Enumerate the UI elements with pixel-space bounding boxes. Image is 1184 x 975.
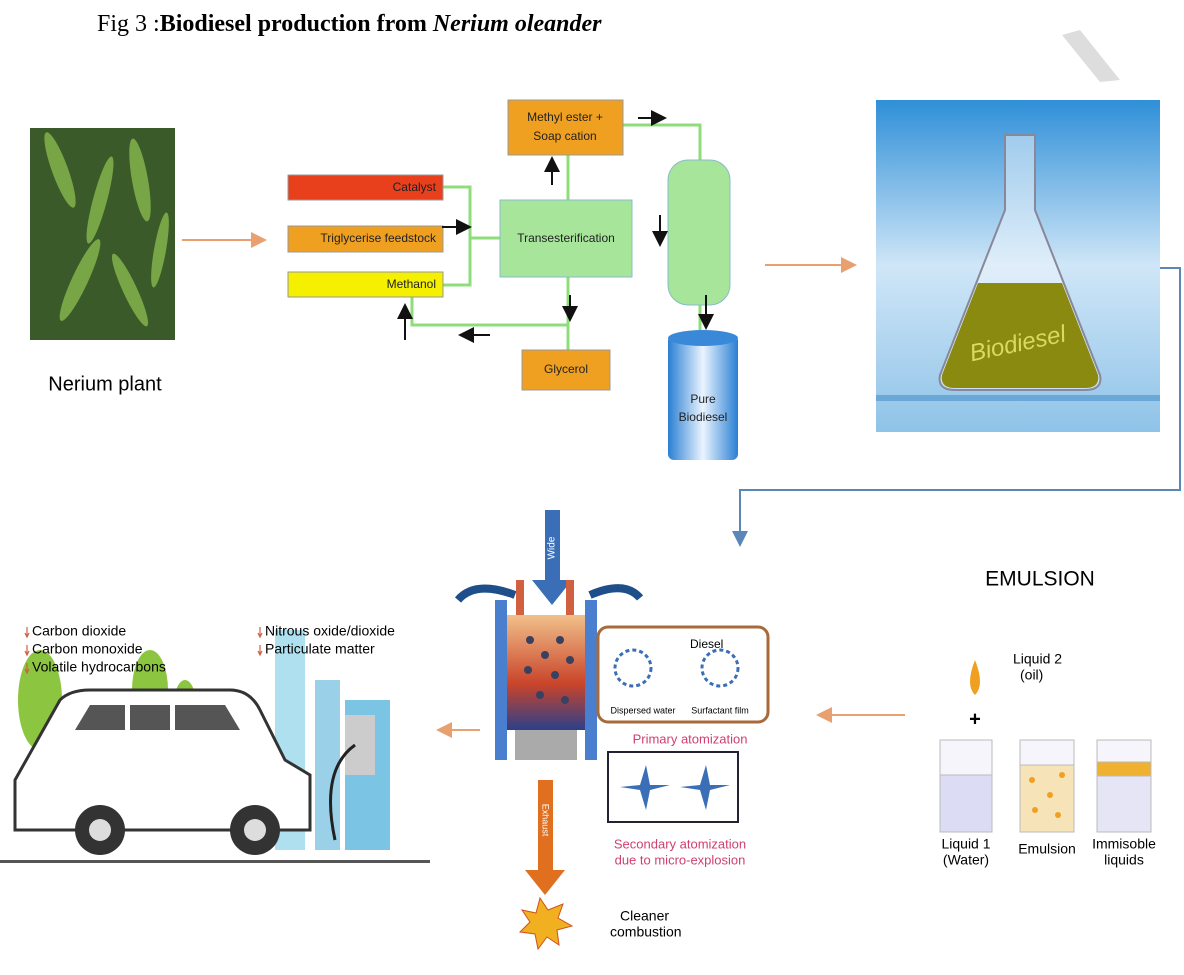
beaker-label: Liquid 1 [941, 836, 990, 852]
title-prefix: Fig 3 : [97, 11, 160, 37]
text: Primary atomization [633, 731, 748, 746]
exhaust-arrow [525, 780, 565, 895]
emission-label: Volatile hydrocarbons [32, 659, 166, 675]
flash [520, 898, 572, 949]
tank-top [668, 330, 738, 346]
box-label: Biodiesel [679, 410, 728, 424]
emulsion-heading: EMULSION [985, 568, 1095, 591]
diagram: Fig 3 :Biodiesel production from Nerium … [0, 0, 1184, 975]
shelf [876, 395, 1160, 401]
text: Liquid 2 [1013, 651, 1062, 667]
text: Secondary atomization [614, 836, 746, 851]
beakers [940, 740, 1151, 832]
watermark [1062, 30, 1120, 82]
beaker-label: Emulsion [1018, 841, 1076, 857]
text: + [969, 708, 981, 730]
title: Fig 3 :Biodiesel production from Nerium … [97, 11, 602, 37]
down-arrow [258, 627, 262, 637]
title-bold: Biodiesel production from [160, 11, 433, 37]
plant-label: Nerium plant [48, 373, 162, 395]
valve [516, 580, 524, 615]
text: Cleaner [620, 908, 669, 924]
flow [458, 589, 515, 600]
piston [515, 730, 577, 760]
box-label: Glycerol [544, 362, 588, 376]
intake-label: Wide [547, 536, 558, 559]
text: due to micro-explosion [615, 852, 746, 867]
beaker-label: liquids [1104, 852, 1144, 868]
text: (oil) [1020, 667, 1043, 683]
beaker-label: (Water) [943, 852, 989, 868]
down-arrow [25, 627, 29, 637]
box-label: Triglycerise feedstock [320, 231, 437, 245]
separator [668, 160, 730, 305]
wall [585, 600, 597, 760]
car-windows [75, 705, 240, 730]
droplet [970, 660, 980, 695]
box [508, 100, 623, 155]
emission-label: Particulate matter [265, 641, 375, 657]
text: Diesel [690, 637, 723, 651]
emission-label: Carbon dioxide [32, 623, 126, 639]
down-arrow [258, 645, 262, 655]
box-label: Transesterification [517, 231, 615, 245]
exhaust-label: Exhaust [541, 804, 551, 837]
emission-label: Carbon monoxide [32, 641, 143, 657]
wall [495, 600, 507, 760]
text: Dispersed water [610, 705, 675, 715]
box-label: Pure [690, 392, 716, 406]
charger [345, 715, 375, 775]
box-label: Methyl ester + [527, 110, 603, 124]
box-label: Catalyst [393, 180, 437, 194]
flow [590, 588, 640, 598]
emission-label: Nitrous oxide/dioxide [265, 623, 395, 639]
title-italic: Nerium oleander [432, 11, 602, 37]
chamber [507, 615, 585, 730]
box-label: Methanol [387, 277, 436, 291]
box-label: Soap cation [533, 129, 596, 143]
down-arrow [25, 645, 29, 655]
text: Surfactant film [691, 705, 749, 715]
plant-photo [30, 128, 175, 340]
text: combustion [610, 924, 682, 940]
valve [566, 580, 574, 615]
beaker-label: Immisoble [1092, 836, 1156, 852]
